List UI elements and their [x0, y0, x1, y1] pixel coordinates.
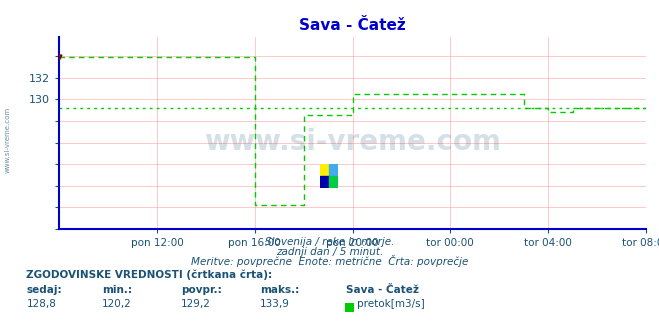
Text: Meritve: povprečne  Enote: metrične  Črta: povprečje: Meritve: povprečne Enote: metrične Črta:… — [191, 255, 468, 267]
Text: Slovenija / reke in morje.: Slovenija / reke in morje. — [265, 237, 394, 247]
Text: 128,8: 128,8 — [26, 299, 56, 309]
Text: min.:: min.: — [102, 285, 132, 295]
Text: povpr.:: povpr.: — [181, 285, 222, 295]
Bar — [329, 164, 338, 176]
Bar — [320, 164, 329, 176]
Text: ZGODOVINSKE VREDNOSTI (črtkana črta):: ZGODOVINSKE VREDNOSTI (črtkana črta): — [26, 270, 272, 280]
Text: sedaj:: sedaj: — [26, 285, 62, 295]
Text: maks.:: maks.: — [260, 285, 300, 295]
Text: www.si-vreme.com: www.si-vreme.com — [5, 106, 11, 173]
Text: 120,2: 120,2 — [102, 299, 132, 309]
Text: 129,2: 129,2 — [181, 299, 211, 309]
Bar — [320, 176, 329, 188]
Text: Sava - Čatež: Sava - Čatež — [346, 285, 419, 295]
Text: pretok[m3/s]: pretok[m3/s] — [357, 299, 425, 309]
Text: 133,9: 133,9 — [260, 299, 290, 309]
Text: www.si-vreme.com: www.si-vreme.com — [204, 128, 501, 156]
Bar — [329, 176, 338, 188]
Title: Sava - Čatež: Sava - Čatež — [299, 18, 406, 33]
Text: zadnji dan / 5 minut.: zadnji dan / 5 minut. — [276, 247, 383, 257]
